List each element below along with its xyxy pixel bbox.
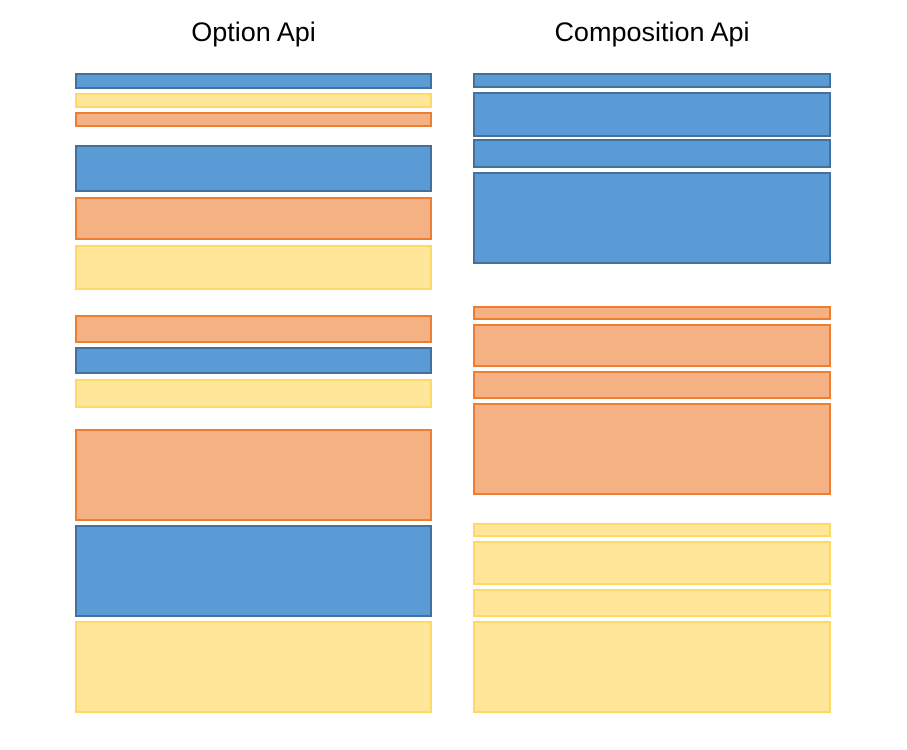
column-option-api [75,0,432,750]
orange-code-block [473,324,831,367]
yellow-code-block [473,589,831,617]
orange-code-block [473,403,831,495]
blue-code-block [75,525,432,617]
blue-code-block [473,92,831,137]
blue-code-block [473,172,831,264]
blue-code-block [75,73,432,89]
option-api-title: Option Api [191,17,316,47]
blue-code-block [473,73,831,88]
yellow-code-block [75,93,432,108]
yellow-code-block [75,379,432,408]
yellow-code-block [473,621,831,713]
yellow-code-block [473,523,831,537]
orange-code-block [473,371,831,399]
orange-code-block [75,315,432,343]
yellow-code-block [75,621,432,713]
yellow-code-block [75,245,432,290]
blue-code-block [75,347,432,374]
blue-code-block [473,139,831,168]
orange-code-block [75,112,432,127]
composition-api-title: Composition Api [554,17,750,47]
yellow-code-block [473,541,831,585]
column-composition-api [473,0,831,750]
orange-code-block [473,306,831,320]
orange-code-block [75,197,432,240]
blue-code-block [75,145,432,192]
orange-code-block [75,429,432,521]
